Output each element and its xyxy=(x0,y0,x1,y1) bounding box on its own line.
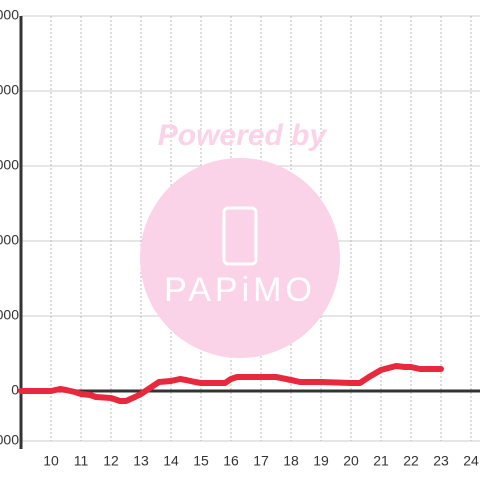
y-tick-label: 90,000 xyxy=(0,157,19,173)
x-tick-label: 24 xyxy=(463,453,479,469)
x-tick-label: 21 xyxy=(373,453,389,469)
y-tick-label: 30,000 xyxy=(0,307,19,323)
x-tick-label: 15 xyxy=(193,453,209,469)
watermark-text: Powered by xyxy=(158,119,328,152)
x-tick-label: 16 xyxy=(223,453,239,469)
y-tick-label: -20,000 xyxy=(0,432,19,448)
watermark-logo: PAPiMO xyxy=(164,271,316,309)
x-tick-label: 17 xyxy=(253,453,269,469)
y-tick-label: 150,000 xyxy=(0,7,19,23)
x-tick-label: 23 xyxy=(433,453,449,469)
x-tick-label: 11 xyxy=(74,453,89,469)
data-line xyxy=(18,363,444,404)
x-tick-label: 10 xyxy=(43,453,59,469)
y-tick-label: 120,000 xyxy=(0,82,19,98)
x-tick-label: 20 xyxy=(343,453,359,469)
watermark-circle xyxy=(140,158,340,358)
watermark-phone xyxy=(222,206,258,266)
x-tick-label: 12 xyxy=(103,453,119,469)
y-tick-label: 0 xyxy=(11,382,19,398)
x-tick-label: 18 xyxy=(283,453,299,469)
y-tick-label: 60,000 xyxy=(0,232,19,248)
x-tick-label: 14 xyxy=(163,453,179,469)
x-tick-label: 22 xyxy=(403,453,419,469)
x-tick-label: 13 xyxy=(133,453,149,469)
x-tick-label: 19 xyxy=(313,453,329,469)
watermark: Powered by PAPiMO xyxy=(140,119,340,358)
